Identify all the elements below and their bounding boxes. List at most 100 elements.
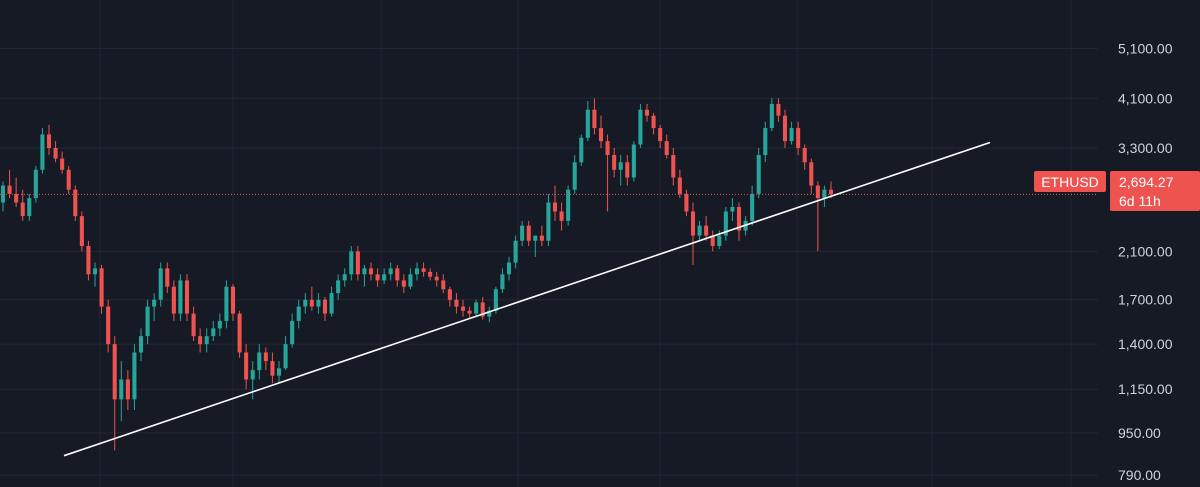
candle: [362, 264, 367, 287]
candle-body: [303, 299, 308, 307]
candle-body: [651, 115, 656, 129]
candle-body: [296, 306, 301, 321]
candle-body: [382, 274, 387, 281]
candle-body: [697, 225, 702, 236]
candle: [257, 344, 262, 380]
candle-body: [552, 202, 558, 212]
candle-body: [644, 109, 650, 116]
candle-body: [572, 162, 577, 190]
candle-body: [152, 299, 157, 307]
candle: [809, 158, 814, 194]
candle-body: [165, 268, 170, 287]
y-axis: 790.00 950.00 1,150.00 1,400.00 1,700.00 2,10…: [1118, 40, 1173, 483]
candle-body: [500, 274, 505, 290]
candle-body: [263, 352, 268, 362]
candle-countdown-label: 6d 11h: [1119, 193, 1161, 209]
candle-body: [224, 286, 229, 321]
y-tick-label: 4,100.00: [1118, 90, 1173, 106]
candle: [40, 128, 45, 174]
candle: [763, 121, 768, 163]
candle-body: [592, 109, 597, 129]
candle-body: [690, 211, 696, 236]
candle: [572, 155, 577, 194]
candle-body: [730, 206, 735, 212]
candle: [290, 313, 295, 348]
candle-body: [7, 185, 12, 194]
candle-body: [106, 306, 111, 345]
candle-body: [467, 310, 472, 314]
candle: [506, 256, 512, 281]
candle: [401, 274, 406, 294]
candle: [474, 299, 479, 317]
candle-body: [447, 289, 452, 300]
candle-body: [276, 368, 282, 376]
candle: [428, 268, 433, 281]
last-price-label: 2,694.27: [1119, 174, 1174, 190]
candle: [796, 121, 801, 156]
candle-body: [395, 268, 400, 281]
candle-body: [750, 193, 755, 221]
candle-body: [40, 134, 45, 170]
candle-body: [776, 103, 781, 116]
candle: [46, 124, 52, 156]
candle-body: [638, 109, 643, 145]
candle-body: [349, 251, 354, 275]
candle: [20, 189, 25, 221]
candle-body: [322, 299, 328, 314]
candle-body: [428, 271, 433, 277]
candle-body: [211, 328, 216, 337]
candle: [828, 181, 834, 199]
symbol-label: ETHUSD: [1041, 174, 1099, 190]
candle: [237, 310, 242, 358]
candle: [125, 370, 130, 411]
candle: [178, 274, 183, 321]
candle-body: [125, 379, 130, 400]
candle-body: [86, 246, 91, 275]
candle: [704, 216, 709, 241]
candle: [467, 306, 472, 320]
candle-body: [178, 280, 183, 314]
candle-body: [809, 162, 814, 186]
candle-body: [171, 286, 176, 314]
candle: [644, 103, 650, 122]
candle: [329, 286, 334, 317]
candle-body: [290, 320, 295, 345]
candle-body: [684, 193, 689, 212]
candle-body: [20, 202, 25, 217]
candle: [421, 262, 426, 277]
candle: [66, 165, 71, 194]
candle-body: [408, 274, 413, 287]
candle-body: [631, 144, 636, 178]
candle: [106, 299, 111, 353]
candle-body: [736, 206, 742, 231]
candle: [677, 169, 682, 199]
candle: [33, 165, 38, 203]
candle-body: [421, 268, 426, 272]
candles: [0, 98, 834, 451]
candle: [802, 144, 807, 170]
candle: [769, 98, 774, 132]
candle: [388, 262, 393, 281]
candle: [559, 202, 564, 231]
candle-body: [217, 320, 222, 329]
candle: [158, 262, 163, 307]
candle-body: [414, 268, 420, 275]
candle: [145, 299, 150, 345]
candle: [618, 155, 623, 186]
candle: [132, 344, 137, 411]
candle: [165, 262, 170, 294]
candle-body: [250, 370, 255, 380]
candle: [500, 268, 505, 294]
candle: [533, 235, 538, 257]
candle: [539, 225, 544, 247]
candle: [316, 293, 321, 314]
candle: [789, 121, 794, 145]
candle: [303, 293, 308, 314]
candle: [86, 240, 91, 281]
candle: [211, 320, 216, 341]
candle-body: [520, 225, 525, 241]
trendline[interactable]: [63, 141, 991, 457]
